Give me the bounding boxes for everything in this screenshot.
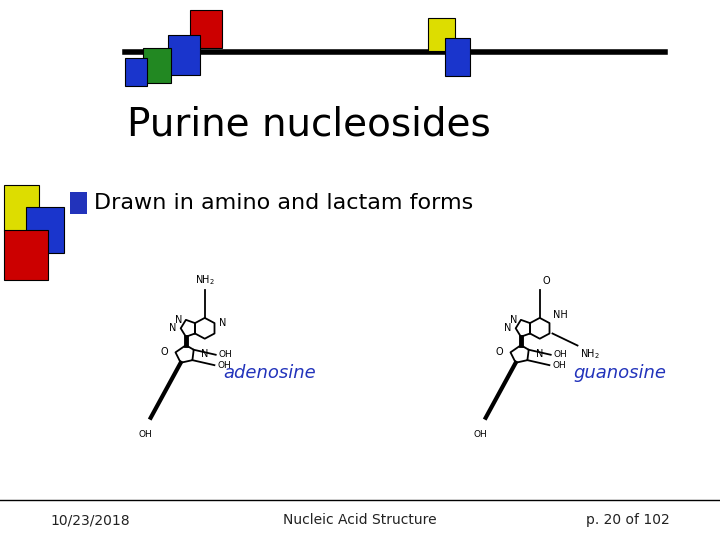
Text: O: O	[161, 347, 168, 357]
Text: Drawn in amino and lactam forms: Drawn in amino and lactam forms	[94, 193, 473, 213]
Text: N: N	[510, 315, 517, 325]
Bar	[125, 58, 147, 86]
Text: O: O	[543, 276, 550, 286]
Text: O: O	[496, 347, 503, 357]
Text: p. 20 of 102: p. 20 of 102	[586, 513, 670, 527]
Bar	[190, 10, 222, 48]
Text: OH: OH	[139, 430, 153, 438]
Text: Nucleic Acid Structure: Nucleic Acid Structure	[283, 513, 437, 527]
Bar	[445, 38, 470, 76]
Text: OH: OH	[474, 430, 487, 438]
Text: NH: NH	[554, 310, 568, 320]
Text: NH$_2$: NH$_2$	[580, 348, 600, 361]
Text: N: N	[201, 349, 208, 359]
Bar	[428, 18, 455, 51]
Text: OH: OH	[552, 361, 566, 370]
Bar	[143, 48, 171, 83]
Bar	[4, 185, 39, 231]
Text: N: N	[504, 323, 512, 333]
Text: guanosine: guanosine	[574, 364, 667, 382]
Text: OH: OH	[219, 350, 233, 359]
Text: N: N	[169, 323, 176, 333]
Bar	[168, 35, 200, 75]
Text: N: N	[174, 315, 182, 325]
Text: adenosine: adenosine	[224, 364, 316, 382]
Text: 10/23/2018: 10/23/2018	[50, 513, 130, 527]
Text: N: N	[218, 318, 226, 328]
Text: OH: OH	[217, 361, 231, 370]
Text: Purine nucleosides: Purine nucleosides	[127, 105, 491, 143]
Text: NH$_2$: NH$_2$	[195, 273, 215, 287]
Bar	[26, 207, 64, 253]
Bar	[70, 192, 87, 214]
Bar	[4, 230, 48, 280]
Text: OH: OH	[554, 350, 567, 359]
Text: N: N	[536, 349, 544, 359]
